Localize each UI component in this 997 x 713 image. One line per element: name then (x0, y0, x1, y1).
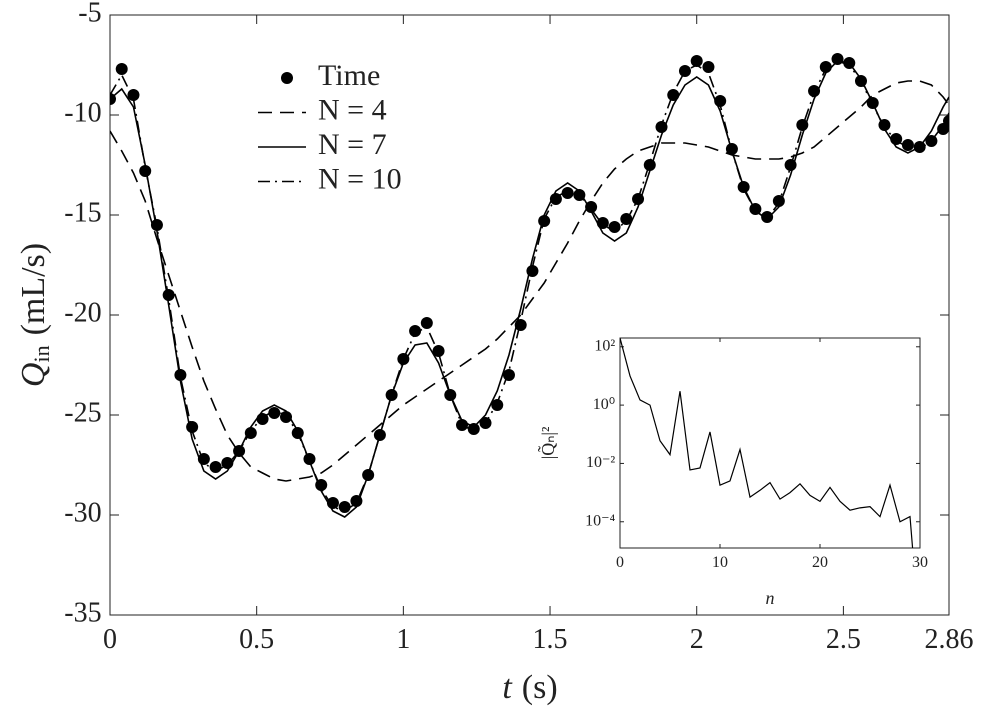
data-point (502, 369, 515, 381)
data-point (943, 115, 949, 127)
y-axis-label: |Q̃ₙ|² (536, 427, 558, 460)
y-tick-label: -35 (64, 597, 101, 628)
x-tick-label: 1 (396, 624, 410, 655)
data-line (110, 60, 949, 518)
data-point (585, 201, 598, 213)
y-tick-label: -10 (64, 97, 101, 128)
x-axis-symbol: t (502, 669, 513, 706)
y-tick-label: -30 (64, 497, 101, 528)
y-tick-label: -15 (64, 197, 101, 228)
inset-chart: 0 10 20 30 10⁻⁴ 10⁻² 10⁰ 10² n |Q̃ₙ|² (536, 337, 928, 608)
data-point (420, 317, 433, 329)
x-tick-label: 2.5 (826, 624, 861, 655)
legend-label: N = 4 (318, 93, 387, 126)
data-point (115, 63, 128, 75)
x-axis-label: n (766, 588, 775, 608)
data-point (667, 89, 680, 101)
x-tick-label: 30 (912, 554, 928, 571)
y-axis-unit: (mL/s) (15, 243, 52, 336)
data-line (620, 338, 914, 548)
y-axis-subscript: in (29, 345, 54, 362)
data-point (690, 55, 703, 67)
data-point (268, 407, 281, 419)
x-tick-label: 1.5 (533, 624, 568, 655)
data-line (110, 80, 949, 482)
x-axis-unit: (s) (522, 669, 558, 706)
data-point (397, 353, 410, 365)
y-axis-label: Qin (mL/s) (15, 243, 54, 387)
y-axis-symbol: Q (15, 363, 52, 388)
y-tick-label: 10² (594, 337, 615, 354)
x-tick-label: 20 (812, 554, 828, 571)
x-tick-label: 10 (712, 554, 728, 571)
y-tick-label: -5 (78, 0, 101, 28)
data-point (901, 139, 914, 151)
x-tick-label: 2.86 (925, 624, 974, 655)
main-chart: 0 0.5 1 1.5 2 2.5 2.86 -35 -30 -25 -20 -15 -10 -5 t (s)… (15, 0, 974, 706)
data-point (338, 501, 351, 513)
x-tick-label: 0.5 (239, 624, 274, 655)
data-point (409, 325, 422, 337)
legend-marker (281, 72, 293, 84)
y-tick-label: -20 (64, 297, 101, 328)
x-axis-label: t (s) (502, 669, 557, 706)
data-point (702, 61, 715, 73)
x-tick-label: 0 (616, 554, 624, 571)
x-tick-label: 0 (103, 624, 117, 655)
y-tick-label: -25 (64, 397, 101, 428)
x-tick-label: 2 (690, 624, 704, 655)
y-tick-label: 10⁰ (593, 396, 615, 413)
legend-label: Time (318, 59, 380, 92)
data-point (561, 187, 574, 199)
plot-frame (619, 337, 921, 549)
data-point (432, 345, 445, 357)
legend-label: N = 10 (318, 162, 402, 195)
y-tick-label: 10⁻⁴ (585, 512, 615, 529)
data-point (491, 399, 504, 411)
y-tick-label: 10⁻² (586, 454, 615, 471)
legend-label: N = 7 (318, 128, 387, 161)
data-line (110, 60, 949, 512)
